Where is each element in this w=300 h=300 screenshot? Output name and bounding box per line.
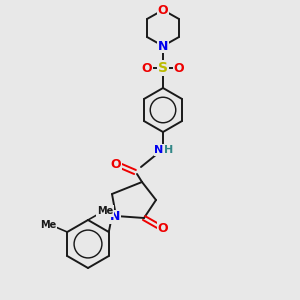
Text: H: H <box>164 145 174 155</box>
Text: O: O <box>142 61 152 74</box>
Text: S: S <box>158 61 168 75</box>
Text: O: O <box>111 158 121 172</box>
Text: O: O <box>158 4 168 16</box>
Text: N: N <box>158 40 168 52</box>
Text: N: N <box>154 145 164 155</box>
Text: O: O <box>174 61 184 74</box>
Text: Me: Me <box>97 206 113 216</box>
Text: Me: Me <box>40 220 56 230</box>
Text: N: N <box>110 211 120 224</box>
Text: O: O <box>158 221 168 235</box>
